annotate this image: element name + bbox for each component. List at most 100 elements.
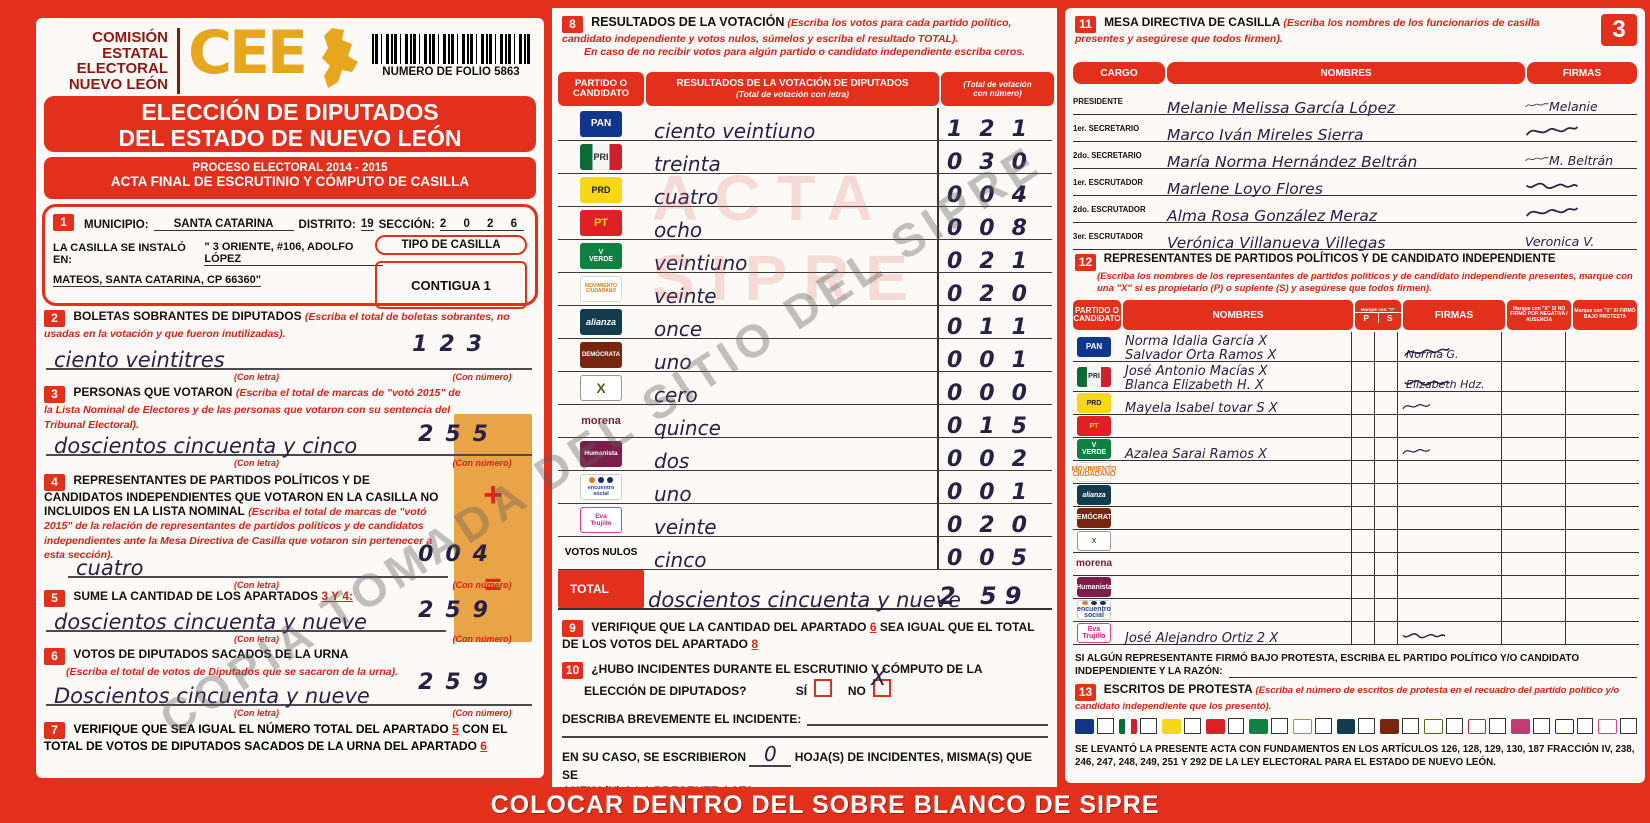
pri-logo: PRI xyxy=(1077,366,1111,387)
seccion-value: 2 0 2 6 xyxy=(439,218,525,231)
section-7-ref-5: 5 xyxy=(452,722,459,736)
humanista-votes-letra: dos xyxy=(654,449,690,473)
section-8-note1: (Escriba los votos para cada partido pol… xyxy=(562,17,1012,45)
section-9-ref-6: 6 xyxy=(869,620,877,634)
encuentro-votes-letra: uno xyxy=(654,482,692,506)
describa-incidente-row: DESCRIBA BREVEMENTE EL INCIDENTE: xyxy=(562,712,1048,726)
col12-nombres-header: NOMBRES xyxy=(1123,300,1353,330)
representantes-numero-handwriting: 004 xyxy=(418,542,500,567)
results-table-body: PAN ciento veintiuno 121 PRI treinta 030… xyxy=(558,108,1052,572)
section-9-ref-8: 8 xyxy=(751,637,759,651)
section-12-title: REPRESENTANTES DE PARTIDOS POLÍTICOS Y D… xyxy=(1103,253,1556,265)
results-table-header: PARTIDO O CANDIDATO RESULTADOS DE LA VOT… xyxy=(558,72,1054,106)
morena-logo: morena xyxy=(1075,558,1113,569)
pri-protesta-box xyxy=(1140,718,1158,734)
acta-subtitle-banner: PROCESO ELECTORAL 2014 - 2015 ACTA FINAL… xyxy=(44,157,536,199)
mesa-row-3er-escrutador: 3er. ESCRUTADOR Verónica Villanueva Vill… xyxy=(1073,223,1637,252)
section-5-title: SUME LA CANTIDAD DE LOS APARTADOS xyxy=(73,589,319,603)
partido-democrata-logo: DEMÓCRATA xyxy=(580,342,622,368)
prd-mini-logo xyxy=(1162,718,1181,734)
pri-mini-logo xyxy=(1118,718,1138,734)
mesa-row-2do-secretario: 2do. SECRETARIO María Norma Hernández Be… xyxy=(1073,142,1637,171)
tipo-casilla-value: CONTIGUA 1 xyxy=(375,261,527,309)
section-verifique-apartado8: 9 VERIFIQUE QUE LA CANTIDAD DEL APARTADO… xyxy=(562,620,1035,651)
section-1-badge: 1 xyxy=(53,214,74,231)
signature-scribble xyxy=(1526,207,1578,217)
result-row-pt: PT ocho 008 xyxy=(558,207,1052,242)
section-12-badge: 12 xyxy=(1075,254,1096,271)
escrutador3-nombre-handwriting: Verónica Villanueva Villegas xyxy=(1167,234,1386,252)
col12-partido-header: PARTIDO O CANDIDATO xyxy=(1073,300,1121,330)
partido-verde-logo: V VERDE xyxy=(1077,439,1111,459)
boletas-letra-handwriting: ciento veintitres xyxy=(54,348,225,372)
plus-sign: + xyxy=(483,476,503,514)
section-4-badge: 4 xyxy=(44,474,65,491)
alianza-votes-letra: once xyxy=(654,317,703,341)
con-numero-label: (Con número) xyxy=(452,372,512,382)
encuentro-social-logo: encuentro social xyxy=(1077,600,1111,620)
prd-rep-names-handwriting: Mayela Isabel tovar S X xyxy=(1125,401,1278,416)
sum-highlight-strip xyxy=(454,414,532,642)
section-verifique-igual: 7 VERIFIQUE QUE SEA IGUAL EL NÚMERO TOTA… xyxy=(44,722,536,754)
pan-logo: PAN xyxy=(1077,336,1111,357)
encuentro-protesta-box xyxy=(1576,718,1594,734)
section-6-note: (Escriba el total de votos de Diputados … xyxy=(66,666,399,678)
cee-logo: CEE xyxy=(188,18,308,88)
escrutador1-nombre-handwriting: Marlene Loyo Flores xyxy=(1167,180,1323,198)
eva-protesta-box xyxy=(1620,718,1637,734)
pan-protesta-box xyxy=(1096,718,1114,734)
section-2-badge: 2 xyxy=(44,310,65,327)
pan-rep-names-handwriting: Norma Idalia García X Salvador Orta Ramo… xyxy=(1125,334,1277,363)
movimiento-ciudadano-logo: MOVIMIENTO CIUDADANO xyxy=(580,276,622,302)
section-8-title: RESULTADOS DE LA VOTACIÓN xyxy=(591,15,785,29)
verde-mini-logo xyxy=(1249,718,1269,734)
rep-row-movimiento-ciudadano: MOVIMIENTO CIUDADANO xyxy=(1072,461,1639,484)
rep-row-encuentro-social: encuentro social xyxy=(1073,599,1639,622)
pri-votes-numero: 030 xyxy=(947,150,1044,175)
signature-scribble xyxy=(1402,404,1431,410)
verde-votes-numero: 021 xyxy=(947,249,1044,274)
describa-label: DESCRIBA BREVEMENTE EL INCIDENTE: xyxy=(562,712,802,726)
rep-row-cruzada-ciudadana: X xyxy=(1073,530,1639,553)
alianza-mini-logo xyxy=(1336,718,1356,734)
pri-logo: PRI xyxy=(580,144,622,170)
section-6-title: VOTOS DE DIPUTADOS SACADOS DE LA URNA xyxy=(73,647,349,661)
pt-votes-letra: ocho xyxy=(654,218,703,242)
eva-mini-logo xyxy=(1598,718,1618,734)
rep-row-verde: V VERDE Azalea Sarai Ramos X xyxy=(1073,438,1639,462)
suma-numero-handwriting: 259 xyxy=(418,598,500,623)
morena-votes-letra: quince xyxy=(654,416,721,440)
morena-protesta-box xyxy=(1489,718,1507,734)
mesa-row-1er-secretario: 1er. SECRETARIO Marco Iván Mireles Sierr… xyxy=(1073,115,1637,144)
nueva-alianza-logo: alianza xyxy=(1077,485,1111,505)
proceso-electoral: PROCESO ELECTORAL 2014 - 2015 xyxy=(192,162,388,174)
section-7-text-mid: CON EL TOTAL DE VOTOS DE DIPUTADOS SACAD… xyxy=(44,722,508,753)
left-column: COMISIÓN ESTATAL ELECTORAL NUEVO LEÓN CE… xyxy=(36,18,544,778)
section-7-badge: 7 xyxy=(44,722,65,739)
eva-votes-letra: veinte xyxy=(654,515,717,539)
col-numero-header: (Total de votación con número) xyxy=(941,72,1054,106)
section-resultados-header: 8 RESULTADOS DE LA VOTACIÓN (Escriba los… xyxy=(562,16,1050,58)
section-3-title: PERSONAS QUE VOTARON xyxy=(73,385,233,399)
prd-logo: PRD xyxy=(1077,393,1111,413)
con-letra-label: (Con letra) xyxy=(234,372,279,382)
personas-letra-handwriting: doscientos cincuenta y cinco xyxy=(54,434,358,458)
pri-rep-names-handwriting: José Antonio Macías X Blanca Elizabeth H… xyxy=(1125,364,1268,393)
seccion-label: SECCIÓN: xyxy=(378,219,435,231)
header-divider xyxy=(177,28,180,94)
result-row-verde: V VERDE veintiuno 021 xyxy=(558,240,1052,275)
total-label: TOTAL xyxy=(558,570,644,608)
encuentro-mini-logo xyxy=(1554,718,1574,734)
verde-rep-names-handwriting: Azalea Sarai Ramos X xyxy=(1125,447,1268,462)
no-checkbox-x-mark: X xyxy=(871,666,887,691)
total-numero-handwriting: 2 59 xyxy=(939,582,1030,610)
result-row-prd: PRD cuatro 004 xyxy=(558,174,1052,209)
no-label: NO xyxy=(847,684,866,698)
urna-letra-handwriting: Doscientos cincuenta y nueve xyxy=(54,684,370,708)
rep-row-pan: PAN Norma Idalia García X Salvador Orta … xyxy=(1073,332,1639,363)
results-total-row: TOTAL doscientos cincuenta y nueve 2 59 xyxy=(558,570,1052,612)
no-checkbox: X xyxy=(871,668,892,697)
pt-logo: PT xyxy=(580,210,622,236)
si-checkbox xyxy=(814,679,833,697)
cruzada-votes-numero: 000 xyxy=(947,381,1044,406)
